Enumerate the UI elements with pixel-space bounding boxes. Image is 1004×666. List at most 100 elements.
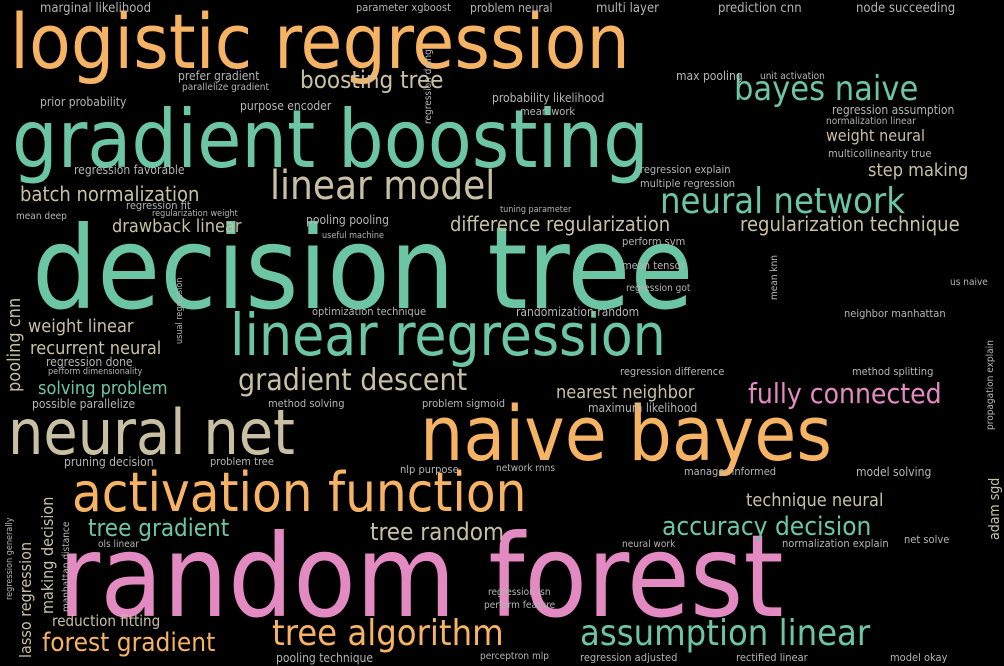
word-tuning-parameter: tuning parameter [500, 205, 572, 215]
word-bayes-naive: bayes naive [734, 69, 919, 109]
word-regression-done: regression done [46, 355, 133, 369]
word-assumption-linear: assumption linear [580, 613, 871, 654]
word-multiple-regression: multiple regression [640, 177, 736, 190]
word-net-solve: net solve [904, 533, 950, 546]
word-random-forest: random forest [58, 510, 784, 643]
word-parameter-xgboost: parameter xgboost [356, 1, 451, 14]
word-normalization-explain: normalization explain [782, 537, 889, 550]
word-regression-doing: regression doing [423, 49, 434, 124]
word-model-okay: model okay [890, 651, 948, 664]
word-perceptron-mlp: perceptron mlp [480, 651, 549, 662]
word-purpose-encoder: purpose encoder [240, 99, 332, 113]
word-possible-parallelize: possible parallelize [32, 397, 136, 411]
word-linear-model: linear model [270, 163, 496, 209]
word-regression-isn: regression isn [488, 587, 551, 598]
word-prefer-gradient: prefer gradient [178, 69, 260, 83]
word-pooling-pooling: pooling pooling [306, 213, 389, 227]
word-parallelize-gradient: parallelize gradient [182, 82, 269, 93]
word-regularization-technique: regularization technique [740, 212, 960, 236]
word-unit-activation: unit activation [760, 71, 825, 82]
word-pruning-decision: pruning decision [64, 455, 154, 469]
word-batch-normalization: batch normalization [20, 182, 200, 206]
word-decision-tree: decision tree [32, 202, 694, 335]
word-propagation-explain: propagation explain [985, 340, 996, 430]
word-perform-svm: perform svm [622, 235, 686, 248]
word-logistic-regression: logistic regression [10, 0, 630, 86]
word-manhattan-distance: manhattan distance [61, 521, 72, 612]
word-forest-gradient: forest gradient [42, 628, 216, 658]
word-neural-work: neural work [622, 539, 676, 550]
word-perform-dimensionality: perform dimensionality [48, 367, 143, 377]
word-regression-generally: regression generally [5, 517, 15, 600]
word-tree-gradient: tree gradient [88, 514, 230, 542]
word-lasso-regression: lasso regression [16, 541, 35, 658]
word-rectified-linear: rectified linear [736, 651, 808, 664]
word-regression-got: regression got [626, 283, 691, 294]
word-problem-sigmoid: problem sigmoid [422, 397, 505, 410]
word-perform-feature: perform feature [484, 600, 556, 611]
word-prediction-cnn: prediction cnn [718, 1, 802, 16]
word-linear-regression: linear regression [230, 301, 666, 369]
word-adam-sgd: adam sgd [987, 477, 1003, 540]
word-regression-explain: regression explain [640, 163, 731, 176]
word-multicollinearity-true: multicollinearity true [828, 147, 932, 160]
word-prior-probability: prior probability [40, 95, 127, 109]
word-recurrent-neural: recurrent neural [30, 338, 162, 359]
word-fully-connected: fully connected [748, 377, 942, 410]
word-mean-knn: mean knn [769, 255, 780, 300]
word-usual-regression: usual regression [175, 277, 185, 344]
word-nlp-purpose: nlp purpose [400, 463, 459, 476]
word-pooling-cnn: pooling cnn [4, 297, 25, 392]
word-naive-bayes: naive bayes [420, 389, 832, 478]
word-useful-machine: useful machine [322, 231, 384, 241]
word-max-pooling: max pooling [676, 69, 743, 83]
word-accuracy-decision: accuracy decision [662, 512, 872, 542]
word-technique-neural: technique neural [746, 490, 884, 511]
word-regression-assumption: regression assumption [832, 103, 955, 117]
word-weight-linear: weight linear [28, 316, 134, 337]
word-neural-net: neural net [8, 396, 295, 469]
word-network-rnns: network rnns [496, 463, 556, 474]
word-randomization-random: randomization random [516, 305, 640, 319]
word-solving-problem: solving problem [38, 378, 168, 399]
word-tree-random: tree random [370, 518, 504, 546]
word-gradient-descent: gradient descent [238, 363, 468, 398]
word-step-making: step making [868, 160, 969, 181]
word-method-splitting: method splitting [852, 365, 934, 378]
word-problem-neural: problem neural [470, 1, 553, 15]
word-method-solving: method solving [268, 397, 345, 410]
word-problem-tree: problem tree [210, 455, 274, 468]
word-boosting-tree: boosting tree [300, 66, 444, 94]
word-optimization-technique: optimization technique [312, 305, 427, 318]
word-reduction-fitting: reduction fitting [52, 612, 161, 630]
word-model-solving: model solving [856, 465, 932, 479]
word-marginal-likelihood: marginal likelihood [40, 1, 152, 16]
word-regression-adjusted: regression adjusted [580, 651, 678, 664]
word-weight-neural: weight neural [826, 126, 925, 145]
word-mean-work: mean work [520, 105, 576, 118]
word-ols-linear: ols linear [98, 539, 139, 550]
word-mean-deep: mean deep [16, 211, 67, 222]
word-multi-layer: multi layer [596, 1, 659, 16]
word-regression-fit: regression fit [126, 199, 191, 212]
word-us-naive: us naive [950, 277, 988, 288]
word-node-succeeding: node succeeding [856, 1, 956, 16]
word-maximum-likelihood: maximum likelihood [588, 401, 698, 415]
word-regression-favorable: regression favorable [74, 163, 185, 177]
word-normalization-linear: normalization linear [826, 116, 916, 127]
word-probability-likelihood: probability likelihood [492, 91, 605, 105]
word-manager-informed: manager informed [684, 465, 777, 478]
word-neighbor-manhattan: neighbor manhattan [844, 307, 946, 320]
word-regularization-weight: regularization weight [152, 209, 238, 219]
word-gradient-boosting: gradient boosting [12, 93, 649, 186]
word-activation-function: activation function [72, 461, 527, 524]
word-pooling-technique: pooling technique [276, 651, 374, 665]
word-making-decision: making decision [38, 496, 57, 614]
word-regression-difference: regression difference [620, 365, 725, 378]
word-mean-tensor: mean tensor [622, 259, 685, 272]
word-difference-regularization: difference regularization [450, 212, 671, 236]
word-drawback-linear: drawback linear [112, 216, 242, 237]
word-nearest-neighbor: nearest neighbor [556, 382, 695, 403]
word-neural-network: neural network [660, 181, 905, 222]
